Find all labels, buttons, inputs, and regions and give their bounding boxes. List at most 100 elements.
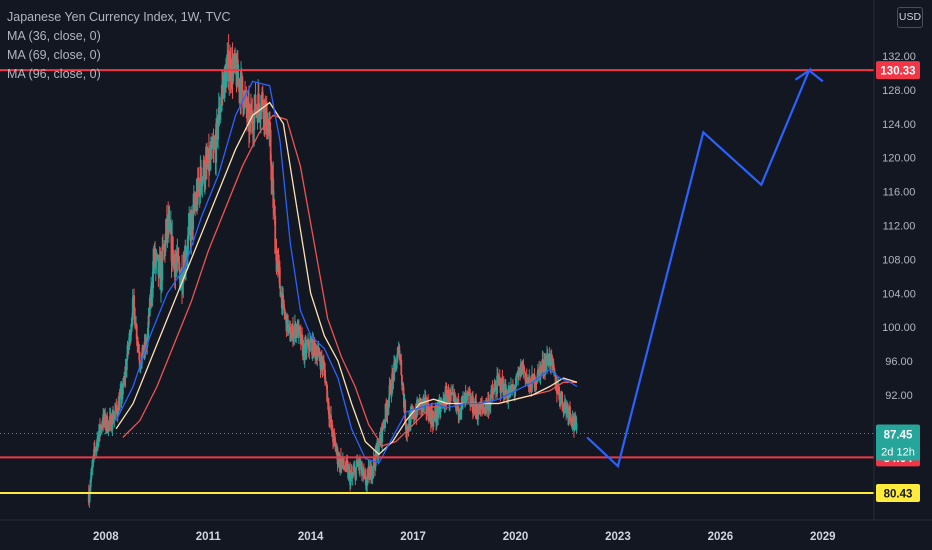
candle-body bbox=[221, 85, 223, 95]
candle-body bbox=[328, 415, 331, 419]
candle-body bbox=[127, 342, 130, 350]
candle-body bbox=[368, 469, 371, 480]
candle-body bbox=[335, 451, 338, 453]
candle-body bbox=[89, 478, 92, 488]
candle-body bbox=[155, 254, 158, 262]
candle-body bbox=[305, 344, 308, 354]
candle-body bbox=[137, 345, 140, 352]
price-axis[interactable]: 132.00 128.00 124.00 120.00 116.00 112.00 108.… bbox=[882, 51, 916, 402]
candle-body bbox=[344, 469, 347, 471]
candle-body bbox=[564, 402, 567, 405]
candle-body bbox=[462, 398, 464, 400]
candle-body bbox=[361, 474, 364, 476]
candle-body bbox=[359, 459, 361, 469]
candle-body bbox=[211, 147, 214, 149]
candle-body bbox=[534, 386, 537, 388]
projection-line bbox=[586, 67, 824, 469]
candle-body bbox=[186, 253, 189, 255]
candle-body bbox=[355, 467, 357, 480]
candle-body bbox=[91, 466, 93, 470]
candle-body bbox=[287, 325, 290, 332]
candle-body bbox=[558, 392, 561, 401]
candle-body bbox=[227, 51, 230, 82]
candle-body bbox=[382, 426, 385, 428]
candle-body bbox=[196, 177, 199, 205]
candle-body bbox=[328, 410, 330, 419]
horizontal-lines bbox=[0, 69, 874, 495]
candle-body bbox=[204, 160, 207, 181]
legend-title[interactable]: Japanese Yen Currency Index, 1W, TVC bbox=[7, 10, 231, 24]
candle-body bbox=[252, 130, 255, 132]
candle-body bbox=[383, 422, 386, 424]
currency-button[interactable]: USD bbox=[897, 7, 923, 28]
candle-body bbox=[535, 381, 538, 383]
candle-body bbox=[336, 448, 339, 464]
x-tick-label: 2026 bbox=[708, 531, 734, 543]
candle-body bbox=[232, 65, 235, 82]
last-price-value: 87.45 bbox=[884, 430, 913, 442]
candle-body bbox=[100, 425, 103, 429]
candle-body bbox=[88, 494, 91, 503]
candle-body bbox=[352, 471, 355, 476]
y-tick-label: 116.00 bbox=[883, 187, 916, 199]
candle-body bbox=[372, 456, 375, 470]
candle-body bbox=[450, 393, 453, 395]
candle-body bbox=[452, 393, 455, 398]
candle-body bbox=[169, 222, 172, 233]
candle-body bbox=[148, 315, 151, 317]
candle-body bbox=[184, 253, 187, 267]
candle-body bbox=[295, 327, 298, 338]
candle-body bbox=[553, 368, 556, 376]
candle-body bbox=[394, 360, 397, 364]
candle-body bbox=[362, 470, 365, 474]
candle-body bbox=[567, 414, 570, 419]
candle-body bbox=[272, 178, 275, 208]
candle-body bbox=[228, 73, 231, 82]
candle-body bbox=[526, 378, 529, 380]
candle-body bbox=[529, 377, 531, 383]
candle-body bbox=[146, 327, 149, 340]
candle-body bbox=[475, 401, 478, 411]
candle-body bbox=[188, 218, 191, 225]
legend-ma36[interactable]: MA (36, close, 0) bbox=[7, 29, 101, 43]
y-tick-label: 124.00 bbox=[882, 119, 916, 131]
legend-ma69[interactable]: MA (69, close, 0) bbox=[7, 48, 101, 62]
y-tick-label: 100.00 bbox=[882, 322, 916, 334]
candle-body bbox=[106, 415, 109, 432]
chart-legend: Japanese Yen Currency Index, 1W, TVC MA … bbox=[7, 8, 231, 84]
candle-body bbox=[104, 425, 107, 427]
candle-body bbox=[282, 299, 285, 310]
candle-body bbox=[185, 254, 188, 261]
x-tick-label: 2023 bbox=[605, 531, 631, 543]
candle-body bbox=[334, 442, 337, 452]
candle-body bbox=[472, 413, 475, 415]
candle-body bbox=[148, 297, 151, 316]
candle-body bbox=[257, 93, 260, 106]
candle-body bbox=[179, 270, 181, 288]
candle-body bbox=[202, 176, 204, 178]
candle-body bbox=[540, 365, 543, 370]
time-axis[interactable]: 2008 2011 2014 2017 2020 2023 2026 2029 bbox=[93, 531, 836, 543]
candle-body bbox=[133, 295, 135, 308]
legend-ma96[interactable]: MA (96, close, 0) bbox=[7, 67, 101, 81]
candle-body bbox=[573, 417, 576, 429]
candle-body bbox=[219, 104, 222, 113]
candle-body bbox=[370, 464, 372, 479]
candle-body bbox=[515, 376, 518, 387]
y-tick-label: 128.00 bbox=[882, 85, 916, 97]
candle-body bbox=[353, 469, 355, 472]
ma69-line bbox=[115, 101, 578, 456]
last-price-badge bbox=[876, 424, 920, 461]
candle-body bbox=[240, 72, 243, 77]
candle-body bbox=[112, 414, 114, 423]
candle-body bbox=[276, 263, 279, 272]
candle-body bbox=[555, 384, 558, 394]
candle-body bbox=[253, 109, 256, 131]
candle-body bbox=[273, 205, 276, 216]
candle-body bbox=[316, 354, 319, 361]
candle-body bbox=[492, 389, 495, 395]
candle-body bbox=[343, 465, 346, 468]
candle-body bbox=[192, 204, 195, 230]
candle-body bbox=[384, 404, 387, 423]
